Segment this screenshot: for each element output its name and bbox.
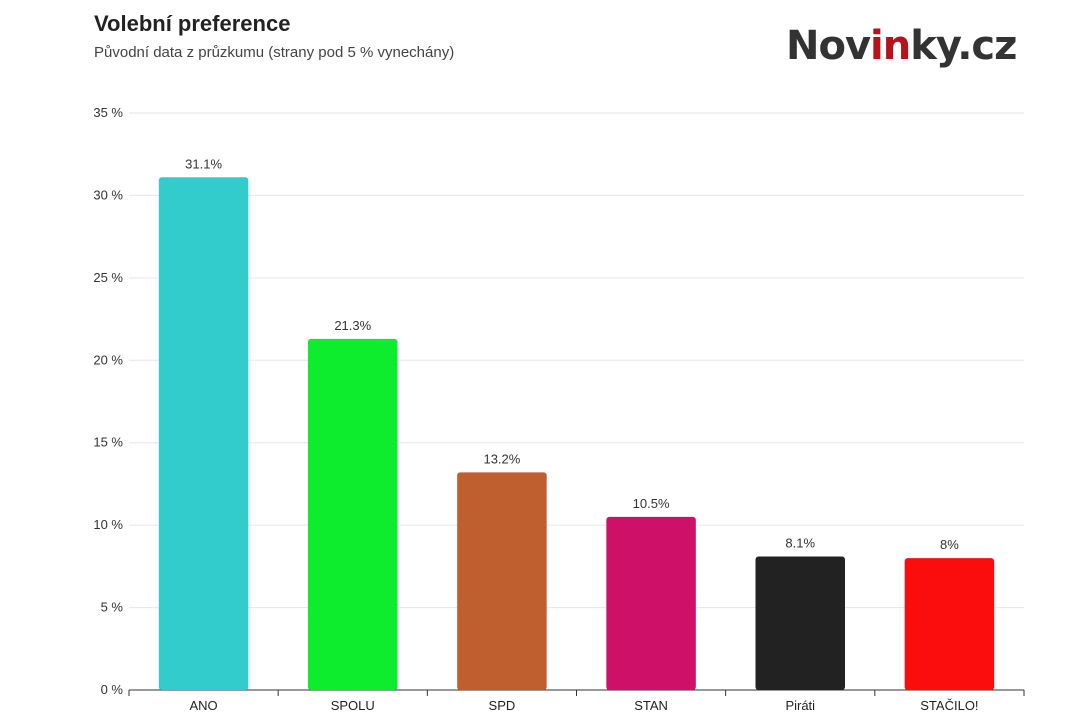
y-tick-label: 10 % bbox=[93, 517, 123, 532]
y-tick-label: 0 % bbox=[101, 682, 124, 697]
x-category-label: SPOLU bbox=[331, 698, 375, 713]
data-label: 13.2% bbox=[483, 451, 520, 466]
chart-title: Volební preference bbox=[94, 11, 291, 36]
y-tick-label: 15 % bbox=[93, 435, 123, 450]
x-category-label: STAČILO! bbox=[920, 698, 978, 713]
bar-stačilo! bbox=[904, 558, 995, 690]
y-tick-label: 30 % bbox=[93, 187, 123, 202]
y-tick-label: 35 % bbox=[93, 105, 123, 120]
data-label: 31.1% bbox=[185, 156, 222, 171]
x-category-label: SPD bbox=[489, 698, 516, 713]
brand-logo[interactable]: Novinky.cz bbox=[786, 23, 1017, 69]
y-tick-label: 20 % bbox=[93, 352, 123, 367]
bar-spd bbox=[457, 472, 547, 690]
bar-piráti bbox=[755, 556, 845, 690]
chart-subtitle: Původní data z průzkumu (strany pod 5 % … bbox=[94, 44, 455, 61]
y-tick-label: 25 % bbox=[93, 270, 123, 285]
data-label: 21.3% bbox=[334, 318, 371, 333]
data-label: 8% bbox=[940, 537, 959, 552]
data-label: 10.5% bbox=[633, 496, 670, 511]
logo-text-start: Nov bbox=[786, 23, 871, 69]
y-tick-label: 5 % bbox=[101, 600, 124, 615]
data-label: 8.1% bbox=[785, 535, 815, 550]
bar-stan bbox=[606, 516, 696, 690]
x-category-label: STAN bbox=[634, 698, 668, 713]
bar-spolu bbox=[308, 338, 398, 690]
x-category-label: Piráti bbox=[785, 698, 815, 713]
x-category-label: ANO bbox=[189, 698, 217, 713]
logo-text-accent: in bbox=[870, 23, 911, 69]
bar-ano bbox=[158, 177, 249, 690]
logo-text-end: ky.cz bbox=[910, 23, 1017, 69]
